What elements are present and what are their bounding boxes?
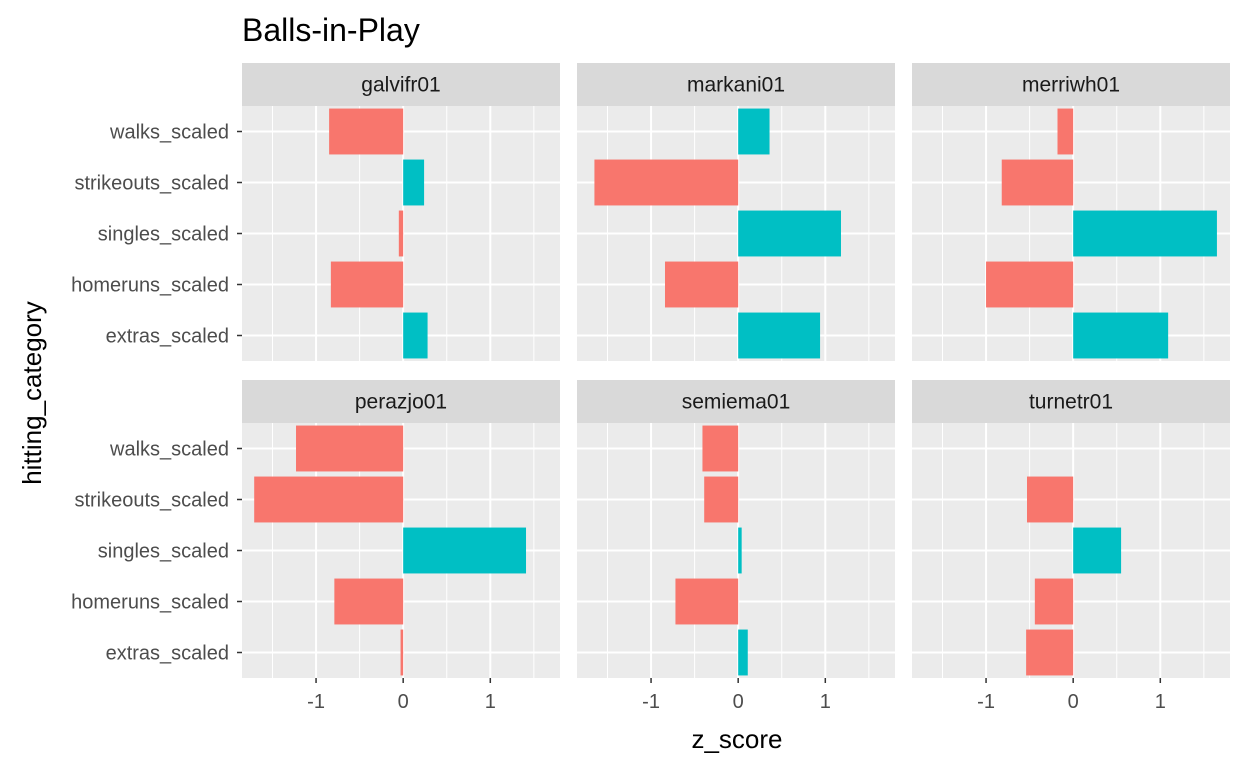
bar-merriwh01-walks_scaled (1057, 108, 1074, 155)
bar-semiema01-walks_scaled (702, 425, 739, 472)
facet-strip (577, 63, 895, 106)
bar-semiema01-extras_scaled (738, 629, 748, 676)
bar-galvifr01-walks_scaled (329, 108, 404, 155)
y-tick-label: walks_scaled (109, 439, 229, 461)
bar-markani01-strikeouts_scaled (594, 159, 739, 206)
x-tick-label: -1 (307, 691, 325, 713)
facet-strip-label: perazjo01 (355, 391, 447, 414)
facet-panel-perazjo01: perazjo01 walks_scaled strikeouts_scaledsi… (71, 380, 560, 713)
bar-perazjo01-extras_scaled (400, 629, 404, 676)
x-axis-title: z_score (691, 724, 782, 754)
bar-galvifr01-strikeouts_scaled (403, 159, 425, 206)
facet-panel-markani01: markani01 (577, 63, 895, 361)
y-tick-label: homeruns_scaled (71, 592, 229, 614)
y-tick-label: extras_scaled (106, 643, 229, 665)
x-tick-label: 1 (485, 691, 496, 713)
bar-markani01-extras_scaled (738, 312, 821, 359)
y-tick-label: extras_scaled (106, 326, 229, 348)
facet-strip (912, 63, 1230, 106)
bar-markani01-walks_scaled (738, 108, 770, 155)
facet-panel-turnetr01: turnetr01 -1 0 1 (912, 380, 1230, 713)
facet-strip-label: merriwh01 (1022, 74, 1120, 97)
bar-perazjo01-walks_scaled (296, 425, 404, 472)
bar-merriwh01-extras_scaled (1073, 312, 1169, 359)
bar-merriwh01-strikeouts_scaled (1001, 159, 1074, 206)
facet-strip (912, 380, 1230, 423)
x-tick-label: -1 (977, 691, 995, 713)
facet-strip-label: semiema01 (682, 391, 791, 414)
x-tick-label: 0 (398, 691, 409, 713)
facet-strip-label: turnetr01 (1029, 391, 1113, 414)
bar-turnetr01-singles_scaled (1073, 527, 1122, 574)
facet-strip (577, 380, 895, 423)
y-tick-label: walks_scaled (109, 122, 229, 144)
facet-panels: galvifr01walks_scaledstrikeouts_scaledsi… (71, 63, 1230, 713)
y-axis-title: hitting_category (17, 301, 47, 485)
bar-galvifr01-extras_scaled (403, 312, 428, 359)
bar-merriwh01-singles_scaled (1073, 210, 1217, 257)
bar-merriwh01-homeruns_scaled (986, 261, 1074, 308)
x-tick-label: 1 (1155, 691, 1166, 713)
bar-markani01-singles_scaled (738, 210, 841, 257)
bar-semiema01-strikeouts_scaled (704, 476, 739, 523)
bar-turnetr01-homeruns_scaled (1034, 578, 1074, 625)
facet-strip-label: markani01 (687, 74, 785, 97)
bar-semiema01-homeruns_scaled (675, 578, 739, 625)
facet-strip-label: galvifr01 (361, 74, 440, 97)
y-tick-label: strikeouts_scaled (74, 490, 229, 512)
bar-galvifr01-homeruns_scaled (330, 261, 404, 308)
y-tick-label: singles_scaled (98, 224, 229, 246)
y-tick-label: homeruns_scaled (71, 275, 229, 297)
x-tick-label: -1 (642, 691, 660, 713)
facet-panel-merriwh01: merriwh01 (912, 63, 1230, 361)
bar-turnetr01-extras_scaled (1026, 629, 1074, 676)
bar-perazjo01-singles_scaled (403, 527, 527, 574)
facet-strip (242, 63, 560, 106)
bar-semiema01-singles_scaled (738, 527, 742, 574)
bar-galvifr01-singles_scaled (398, 210, 404, 257)
facet-panel-galvifr01: galvifr01 walks_scaled strikeouts_scaledsi… (71, 63, 560, 361)
bar-perazjo01-homeruns_scaled (334, 578, 404, 625)
y-tick-label: strikeouts_scaled (74, 173, 229, 195)
bar-perazjo01-strikeouts_scaled (254, 476, 404, 523)
bar-markani01-homeruns_scaled (664, 261, 739, 308)
x-tick-label: 0 (1068, 691, 1079, 713)
y-tick-label: singles_scaled (98, 541, 229, 563)
x-tick-label: 1 (820, 691, 831, 713)
x-tick-label: 0 (733, 691, 744, 713)
bar-turnetr01-strikeouts_scaled (1027, 476, 1074, 523)
facet-strip (242, 380, 560, 423)
chart-title: Balls-in-Play (242, 12, 420, 48)
facet-panel-semiema01: semiema01 -1 0 1 (577, 380, 895, 713)
